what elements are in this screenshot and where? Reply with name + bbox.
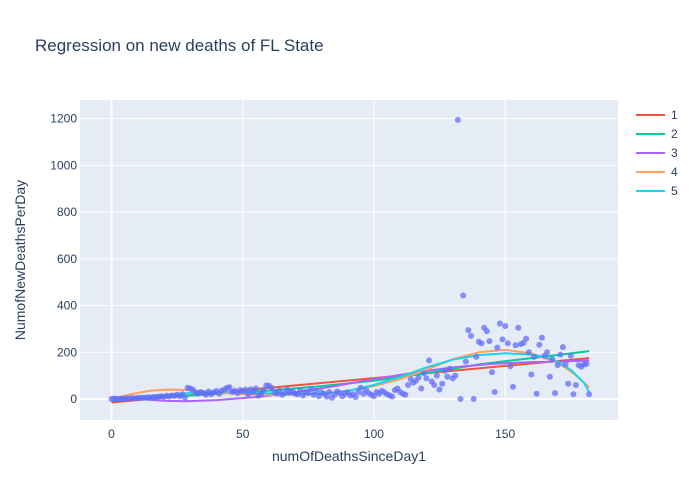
scatter-points [108, 116, 593, 402]
data-point [436, 386, 443, 393]
data-point [357, 384, 364, 391]
axis-ticks: 0 50 100 150 0 200 400 600 800 1000 1200 [50, 112, 515, 441]
data-point [533, 390, 540, 397]
data-point [423, 375, 430, 382]
data-point [544, 349, 551, 356]
data-point [546, 373, 553, 380]
legend-label-4: 4 [671, 165, 678, 179]
data-point [478, 340, 485, 347]
data-point [570, 391, 577, 398]
data-point [504, 340, 511, 347]
data-point [462, 358, 469, 365]
data-point [586, 391, 593, 398]
x-tick-label: 0 [108, 427, 115, 441]
chart-title: Regression on new deaths of FL State [35, 36, 324, 55]
data-point [565, 380, 572, 387]
data-point [552, 390, 558, 397]
data-point [439, 380, 446, 387]
x-tick-label: 150 [495, 427, 515, 441]
data-point [573, 382, 579, 388]
y-tick-label: 0 [70, 392, 77, 406]
data-point [499, 336, 506, 343]
data-point [454, 116, 461, 123]
x-tick-label: 100 [364, 427, 384, 441]
data-point [418, 385, 425, 392]
data-point [326, 389, 333, 395]
data-point [510, 383, 516, 390]
data-point [567, 352, 574, 359]
data-point [260, 387, 267, 394]
data-point [507, 363, 514, 370]
data-point [525, 349, 532, 356]
data-point [297, 387, 304, 394]
data-point [486, 338, 493, 345]
data-point [460, 292, 467, 299]
data-point [426, 357, 432, 364]
plot-area [80, 100, 618, 420]
data-point [444, 373, 451, 380]
data-point [433, 372, 440, 379]
data-point [226, 384, 233, 391]
data-point [352, 394, 359, 401]
data-point [559, 344, 566, 351]
data-point [494, 344, 501, 351]
y-tick-label: 1000 [50, 158, 77, 172]
data-point [528, 371, 535, 378]
x-tick-label: 50 [236, 427, 250, 441]
data-point [245, 391, 251, 398]
y-tick-label: 200 [57, 345, 77, 359]
data-point [491, 389, 498, 395]
data-point [531, 353, 537, 360]
y-tick-label: 400 [57, 299, 77, 313]
data-point [441, 367, 448, 374]
data-point [431, 382, 438, 388]
data-point [538, 334, 545, 341]
y-tick-label: 1200 [50, 112, 77, 126]
data-point [465, 327, 472, 334]
data-point [549, 356, 556, 363]
data-point [489, 369, 495, 376]
data-point [415, 374, 422, 381]
data-point [554, 362, 561, 369]
data-point [473, 353, 480, 360]
data-point [313, 387, 320, 394]
data-point [447, 365, 453, 372]
legend-label-2: 2 [671, 127, 678, 141]
data-point [512, 342, 519, 349]
data-point [515, 324, 522, 331]
data-point [536, 341, 543, 348]
data-point [182, 394, 188, 401]
legend-label-3: 3 [671, 146, 678, 160]
y-tick-label: 600 [57, 252, 77, 266]
y-tick-label: 800 [57, 205, 77, 219]
data-point [523, 335, 530, 342]
data-point [242, 386, 249, 393]
data-point [420, 370, 427, 377]
data-point [583, 360, 590, 367]
legend-label-1: 1 [671, 108, 678, 122]
regression-line-3 [111, 359, 590, 403]
legend-label-5: 5 [671, 184, 678, 198]
data-point [452, 372, 459, 379]
y-axis-label: NumofNewDeathsPerDay [12, 180, 28, 340]
data-point [562, 361, 569, 368]
data-point [468, 332, 474, 339]
legend: 1 2 3 4 5 [636, 108, 678, 198]
data-point [389, 393, 396, 400]
data-point [470, 396, 477, 402]
data-point [402, 391, 409, 398]
data-point [323, 393, 330, 400]
data-point [483, 328, 490, 335]
data-point [496, 320, 503, 327]
data-point [252, 385, 259, 392]
data-point [307, 386, 314, 393]
data-point [405, 382, 411, 388]
x-axis-label: numOfDeathsSinceDay1 [272, 448, 426, 464]
data-point [457, 396, 464, 402]
data-point [557, 351, 564, 358]
data-point [502, 323, 509, 330]
